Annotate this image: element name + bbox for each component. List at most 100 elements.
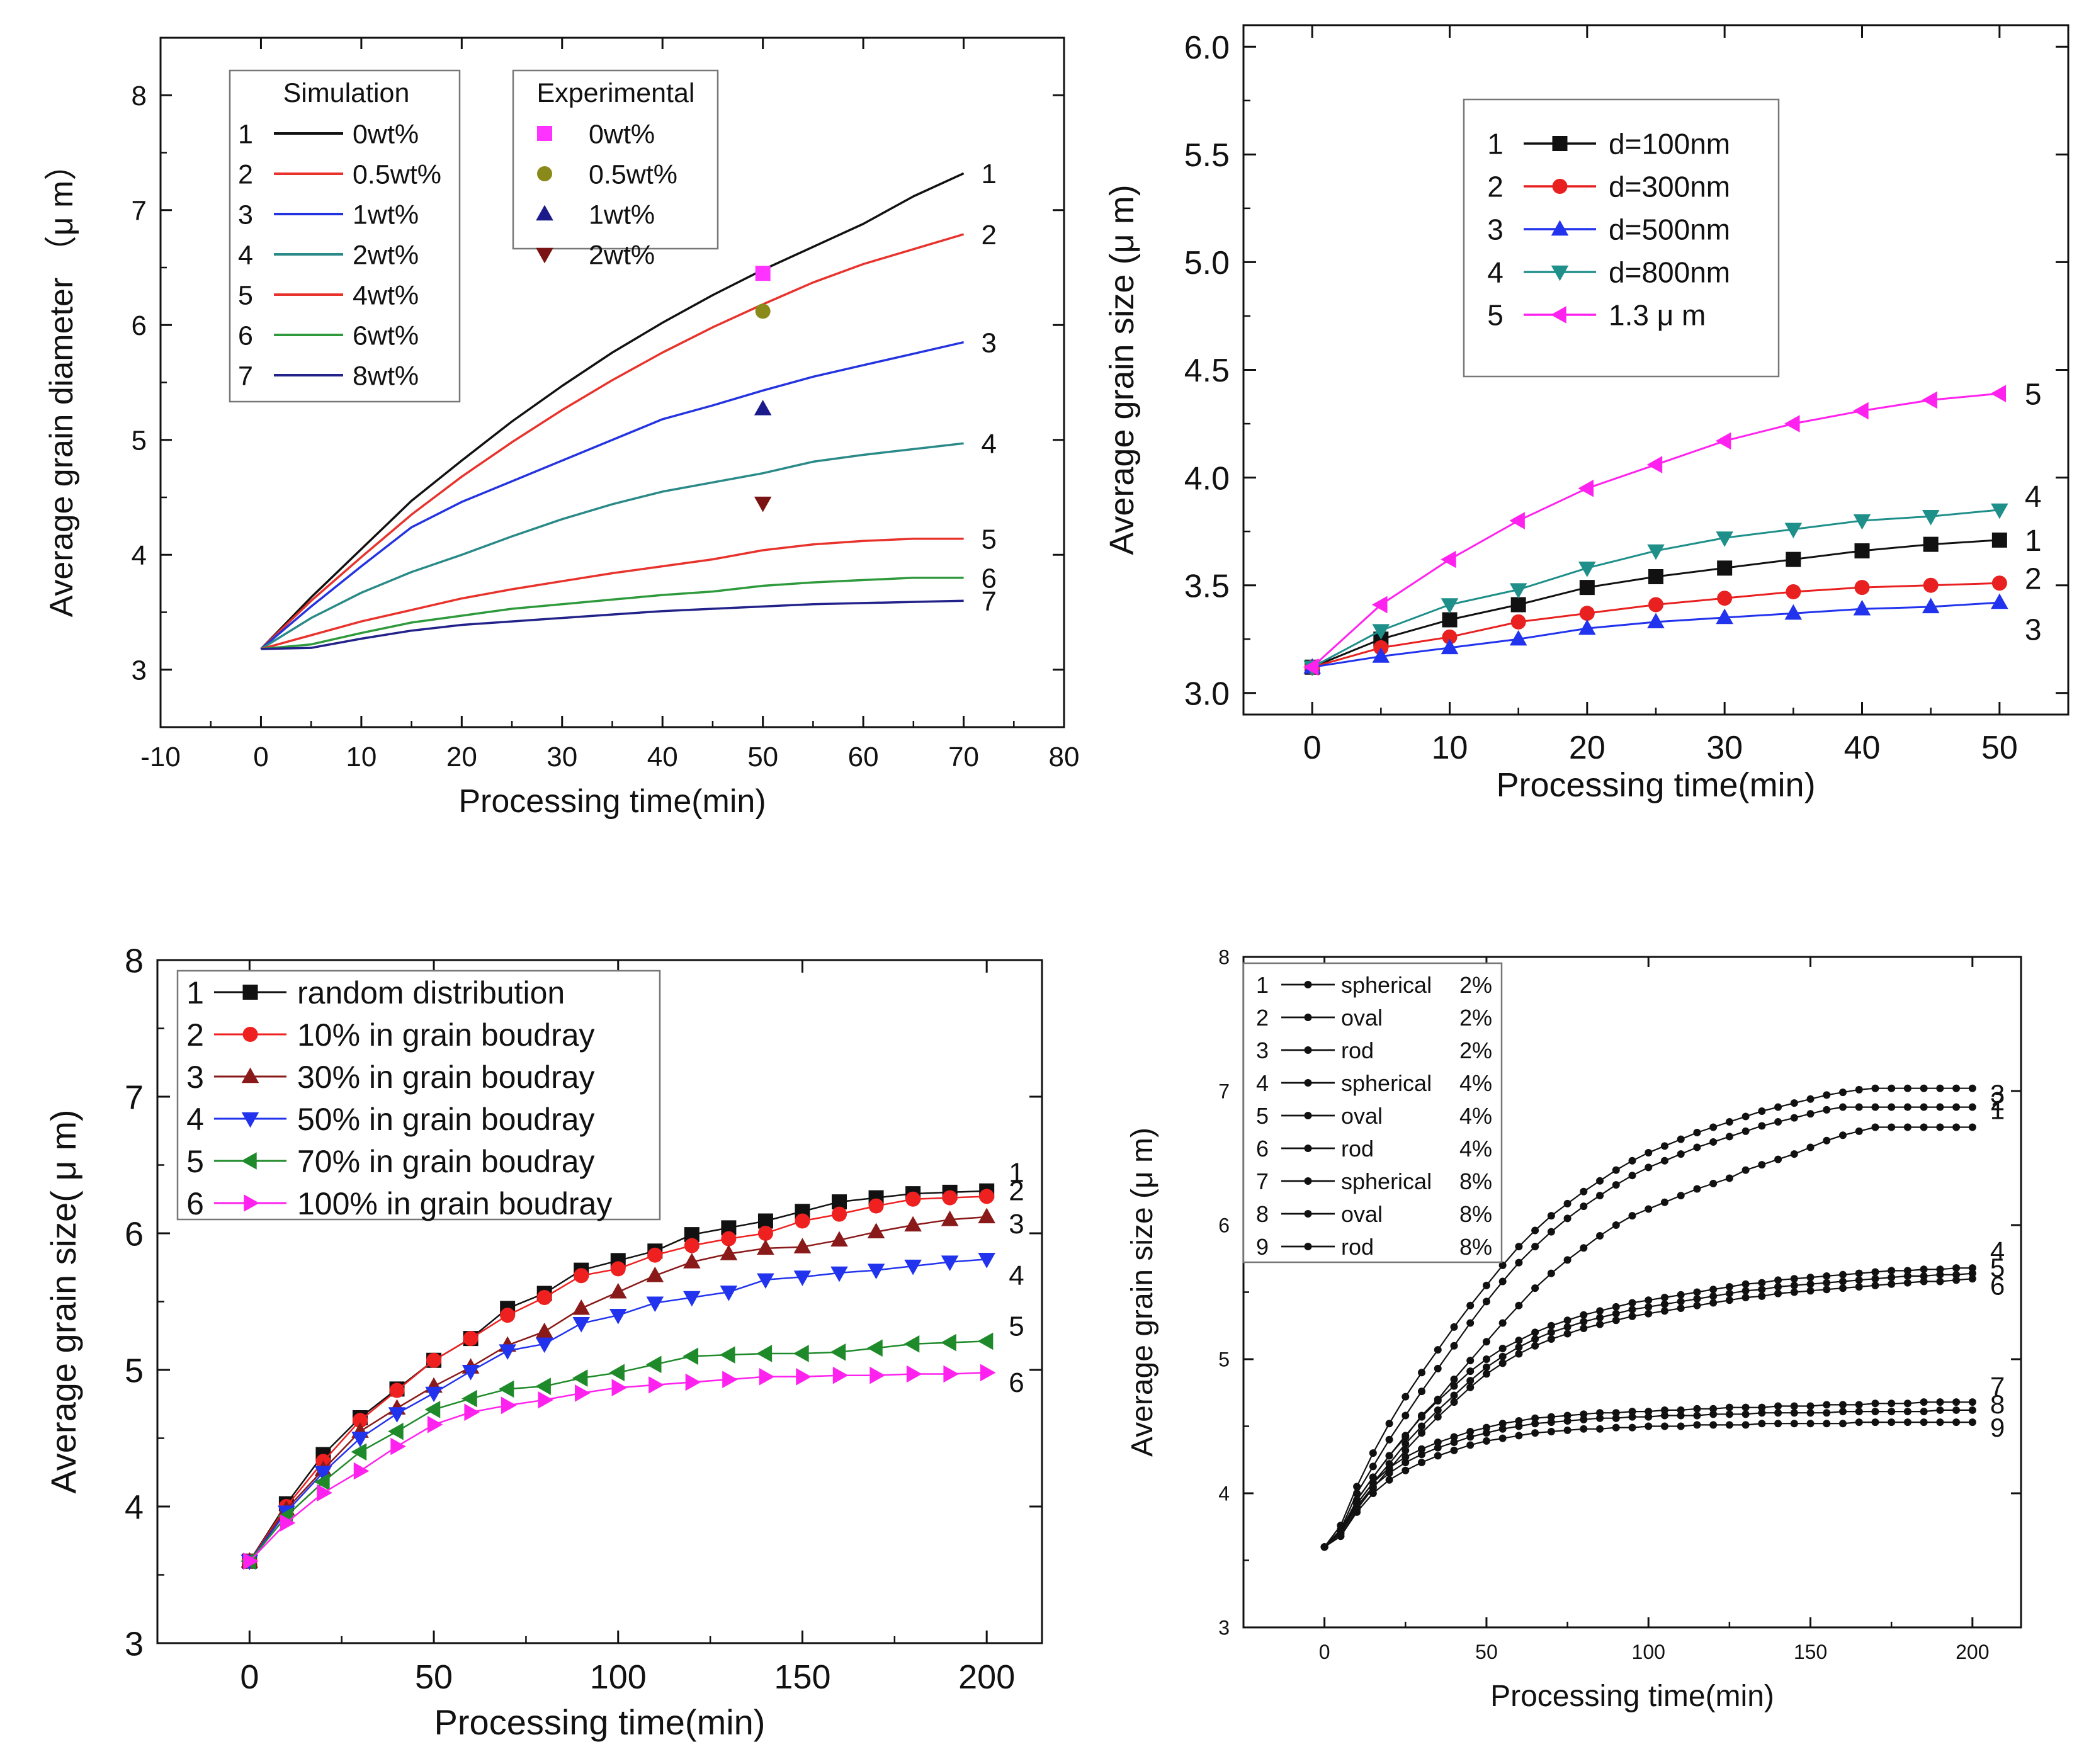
data-point	[1596, 1320, 1604, 1328]
data-point	[1647, 544, 1665, 560]
data-point	[1838, 1284, 1847, 1292]
y-tick-label: 4	[1218, 1483, 1230, 1505]
data-point	[1920, 1418, 1928, 1427]
data-point	[759, 1368, 775, 1386]
data-point	[1596, 1313, 1604, 1321]
data-point	[1402, 1446, 1410, 1454]
legend-item-label: 4wt%	[353, 280, 419, 310]
data-point	[1648, 597, 1663, 613]
data-point	[1612, 1409, 1620, 1417]
series-4	[260, 442, 964, 650]
y-tick-label: 5.0	[1184, 245, 1230, 281]
legend-item-percent: 2%	[1459, 1005, 1492, 1031]
data-point	[1693, 1301, 1701, 1309]
data-point	[1645, 1309, 1653, 1318]
data-point	[1434, 1397, 1442, 1405]
data-point	[1968, 1418, 1976, 1427]
data-point	[941, 1333, 956, 1352]
data-point	[1758, 1292, 1766, 1300]
data-point	[869, 1366, 885, 1384]
data-point	[1871, 1281, 1879, 1289]
legend-item-id: 2	[1256, 1005, 1269, 1031]
legend: 1 d=100nm 2 d=300nm 3 d=500nm 4 d=800nm 5 1.3 μ m	[1463, 98, 1780, 378]
data-point	[1466, 1441, 1475, 1449]
legend-item-id: 6	[186, 1186, 204, 1221]
data-point	[1936, 1084, 1944, 1092]
data-point	[684, 1238, 699, 1253]
data-point	[1645, 1148, 1653, 1156]
legend-item-id: 1	[186, 975, 204, 1010]
data-point	[1450, 1439, 1458, 1447]
data-point	[1677, 1411, 1685, 1420]
data-point	[1952, 1398, 1961, 1406]
data-point	[1790, 1099, 1798, 1107]
data-point	[1774, 1276, 1782, 1284]
series-7	[1320, 1398, 1976, 1551]
data-point	[1466, 1428, 1475, 1436]
data-point	[1693, 1421, 1701, 1429]
data-point	[1952, 1264, 1961, 1272]
data-point	[1450, 1398, 1458, 1406]
legend-item-marker	[244, 1194, 259, 1212]
data-point	[1547, 1328, 1555, 1337]
series-end-label-9: 9	[1990, 1413, 2005, 1442]
data-point	[1790, 1281, 1798, 1289]
legend-item-label: rod	[1341, 1136, 1374, 1162]
y-tick-label: 6	[1218, 1214, 1230, 1237]
data-point	[1515, 1422, 1523, 1430]
data-point	[1372, 647, 1390, 663]
series-end-label-1: 1	[2025, 524, 2042, 558]
data-point	[1786, 584, 1801, 599]
data-point	[1725, 1117, 1733, 1126]
x-tick-label: 100	[1632, 1641, 1665, 1663]
data-point	[1596, 1192, 1604, 1200]
data-point	[1725, 1174, 1733, 1182]
y-tick-label: 3.5	[1184, 568, 1230, 604]
data-point	[977, 1332, 994, 1350]
data-point	[1838, 1270, 1847, 1279]
data-point	[1645, 1413, 1653, 1421]
x-tick-label: 0	[253, 742, 268, 772]
data-point	[425, 1386, 443, 1403]
data-point	[1434, 1444, 1442, 1452]
legend-item-label: 0.5wt%	[353, 159, 441, 189]
data-point	[1628, 1408, 1636, 1416]
data-point	[903, 1335, 920, 1353]
data-point	[1498, 1420, 1507, 1428]
data-point	[1418, 1422, 1426, 1430]
data-point	[1922, 391, 1937, 409]
y-axis-label: Average grain diameter （μ m）	[43, 148, 80, 618]
data-point	[648, 1376, 664, 1394]
data-point	[1482, 1437, 1490, 1445]
legend-item-percent: 8%	[1459, 1201, 1492, 1227]
data-point	[1853, 514, 1871, 530]
data-point	[1823, 1409, 1831, 1417]
data-point	[1725, 1421, 1733, 1429]
data-point	[1353, 1503, 1361, 1511]
data-point	[1952, 1084, 1961, 1092]
data-point	[867, 1223, 885, 1239]
data-point	[1991, 593, 2008, 609]
data-point	[1920, 1084, 1928, 1092]
data-point	[1660, 1411, 1668, 1420]
data-point	[1968, 1275, 1976, 1283]
legend-item-marker	[1304, 1014, 1312, 1021]
data-point	[1482, 1363, 1490, 1371]
legend-item-id: 1	[1256, 972, 1269, 998]
data-point	[1853, 402, 1869, 420]
data-point	[1466, 1383, 1475, 1391]
series-6	[261, 577, 964, 650]
data-point	[1990, 385, 2007, 402]
data-point	[243, 1552, 259, 1570]
legend: 1 random distribution 2 10% in grain boudra…	[176, 970, 661, 1221]
experimental-point	[755, 266, 771, 281]
data-point	[1596, 1414, 1604, 1422]
legend-item-id: 5	[186, 1144, 204, 1179]
data-point	[1509, 512, 1525, 529]
data-point	[1871, 1123, 1879, 1131]
series-2	[1320, 1103, 1976, 1551]
legend-item-percent: 2%	[1459, 972, 1492, 998]
legend-item-label: 1wt%	[353, 200, 419, 230]
data-point	[1418, 1459, 1426, 1467]
plot-area	[240, 1183, 996, 1571]
